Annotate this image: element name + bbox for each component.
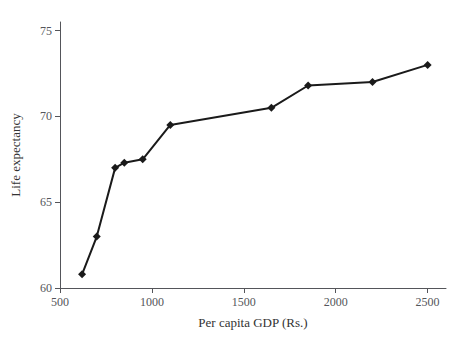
svg-text:75: 75 [40, 24, 52, 38]
svg-text:Life expectancy: Life expectancy [8, 113, 23, 197]
svg-text:Per capita GDP (Rs.): Per capita GDP (Rs.) [198, 315, 307, 330]
svg-text:1000: 1000 [140, 295, 164, 309]
svg-text:60: 60 [40, 281, 52, 295]
svg-text:1500: 1500 [232, 295, 256, 309]
svg-text:2500: 2500 [416, 295, 440, 309]
svg-text:500: 500 [51, 295, 69, 309]
svg-text:65: 65 [40, 195, 52, 209]
svg-text:2000: 2000 [324, 295, 348, 309]
svg-text:70: 70 [40, 109, 52, 123]
